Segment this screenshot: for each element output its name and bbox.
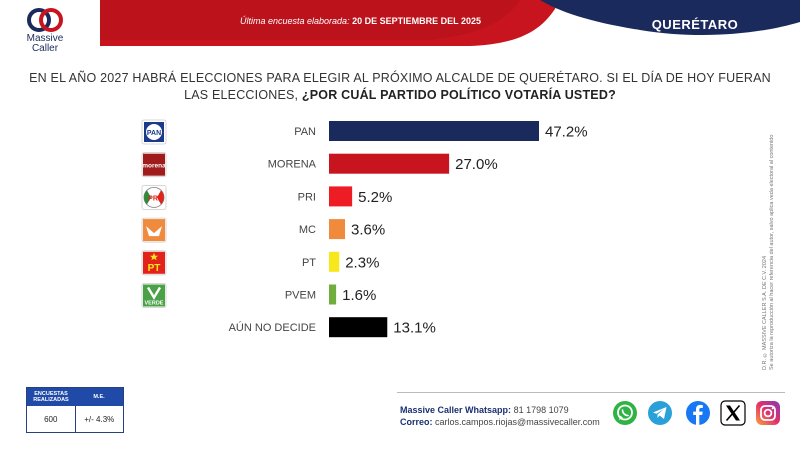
pvem-logo: VERDE bbox=[141, 283, 167, 308]
telegram-icon[interactable] bbox=[647, 400, 673, 426]
category-label-pt: PT bbox=[302, 257, 316, 269]
value-label-pvem: 1.6% bbox=[342, 287, 376, 304]
question-emphasis: ¿POR CUÁL PARTIDO POLÍTICO VOTARÍA USTED… bbox=[301, 88, 616, 102]
survey-date: Última encuesta elaborada: 20 DE SEPTIEM… bbox=[240, 16, 481, 26]
morena-logo: morena bbox=[141, 152, 167, 178]
survey-date-value: 20 DE SEPTIEMBRE DEL 2025 bbox=[352, 16, 481, 26]
x-icon[interactable] bbox=[720, 400, 746, 426]
stats-header-row: ENCUESTAS REALIZADAS M.E. bbox=[27, 388, 123, 406]
massive-caller-logo: Massive Caller bbox=[22, 6, 68, 54]
survey-stats-table: ENCUESTAS REALIZADAS M.E. 600 +/- 4.3% bbox=[26, 387, 124, 433]
email-address[interactable]: carlos.campos.riojas@massivecaller.com bbox=[435, 417, 600, 427]
logo-text-top: Massive bbox=[26, 33, 64, 44]
bar-pt bbox=[329, 251, 340, 272]
value-label-pri: 5.2% bbox=[358, 189, 392, 206]
whatsapp-number[interactable]: 81 1798 1079 bbox=[513, 405, 569, 415]
bar-aun-no-decide bbox=[329, 317, 388, 338]
disclaimer-line-1: D.R. © MASSIVE CALLER S.A. DE C.V. 2024 bbox=[762, 255, 768, 370]
copyright-disclaimer: D.R. © MASSIVE CALLER S.A. DE C.V. 2024 … bbox=[762, 85, 792, 370]
category-label-pri: PRI bbox=[298, 191, 316, 203]
category-label-pan: PAN bbox=[294, 126, 316, 138]
category-label-aun-no-decide: AÚN NO DECIDE bbox=[229, 321, 316, 334]
whatsapp-label: Massive Caller Whatsapp: bbox=[400, 405, 512, 415]
question-main: EN EL AÑO 2027 HABRÁ ELECCIONES PARA ELE… bbox=[29, 71, 771, 102]
svg-text:PRI: PRI bbox=[148, 195, 160, 202]
email-label: Correo: bbox=[400, 417, 433, 427]
pan-logo: PAN bbox=[141, 119, 167, 145]
value-label-pan: 47.2% bbox=[545, 124, 588, 141]
pri-logo: PRI bbox=[141, 184, 167, 210]
facebook-icon[interactable] bbox=[685, 400, 711, 426]
question-text: EN EL AÑO 2027 HABRÁ ELECCIONES PARA ELE… bbox=[20, 70, 780, 104]
footer-divider bbox=[397, 392, 785, 393]
stats-header-surveys: ENCUESTAS REALIZADAS bbox=[33, 391, 69, 403]
category-label-morena: MORENA bbox=[268, 159, 317, 171]
stats-surveys-value: 600 bbox=[27, 406, 76, 432]
contact-info: Massive Caller Whatsapp: 81 1798 1079 Co… bbox=[400, 404, 600, 428]
pt-logo: PT bbox=[141, 250, 167, 276]
header-banner bbox=[0, 0, 800, 48]
whatsapp-icon[interactable] bbox=[612, 400, 638, 426]
survey-date-prefix: Última encuesta elaborada: bbox=[240, 16, 353, 26]
category-label-mc: MC bbox=[299, 224, 316, 236]
category-label-pvem: PVEM bbox=[285, 290, 316, 302]
contact-email: Correo: carlos.campos.riojas@massivecall… bbox=[400, 416, 600, 428]
svg-text:PT: PT bbox=[148, 263, 161, 274]
region-title: QUERÉTARO bbox=[651, 17, 739, 32]
svg-text:morena: morena bbox=[142, 163, 166, 170]
stats-margin-value: +/- 4.3% bbox=[84, 414, 115, 424]
mc-logo bbox=[141, 217, 167, 243]
bar-pri bbox=[329, 186, 353, 207]
svg-text:PAN: PAN bbox=[147, 130, 161, 137]
disclaimer-line-2: Se autoriza la reproducción al hacer ref… bbox=[769, 134, 775, 370]
bar-pvem bbox=[329, 284, 337, 305]
bar-mc bbox=[329, 219, 346, 240]
instagram-icon[interactable] bbox=[755, 400, 781, 426]
bar-morena bbox=[329, 153, 450, 174]
svg-text:VERDE: VERDE bbox=[145, 301, 164, 307]
logo-mark-icon bbox=[27, 8, 63, 32]
value-label-aun-no-decide: 13.1% bbox=[393, 320, 436, 337]
bar-pan bbox=[329, 121, 539, 141]
stats-header-margin: M.E. bbox=[93, 394, 105, 400]
logo-text-bottom: Caller bbox=[31, 43, 59, 54]
stats-value-row: 600 +/- 4.3% bbox=[27, 406, 123, 432]
value-label-morena: 27.0% bbox=[455, 156, 498, 173]
contact-whatsapp: Massive Caller Whatsapp: 81 1798 1079 bbox=[400, 404, 600, 416]
value-label-pt: 2.3% bbox=[345, 254, 379, 271]
value-label-mc: 3.6% bbox=[351, 222, 385, 239]
